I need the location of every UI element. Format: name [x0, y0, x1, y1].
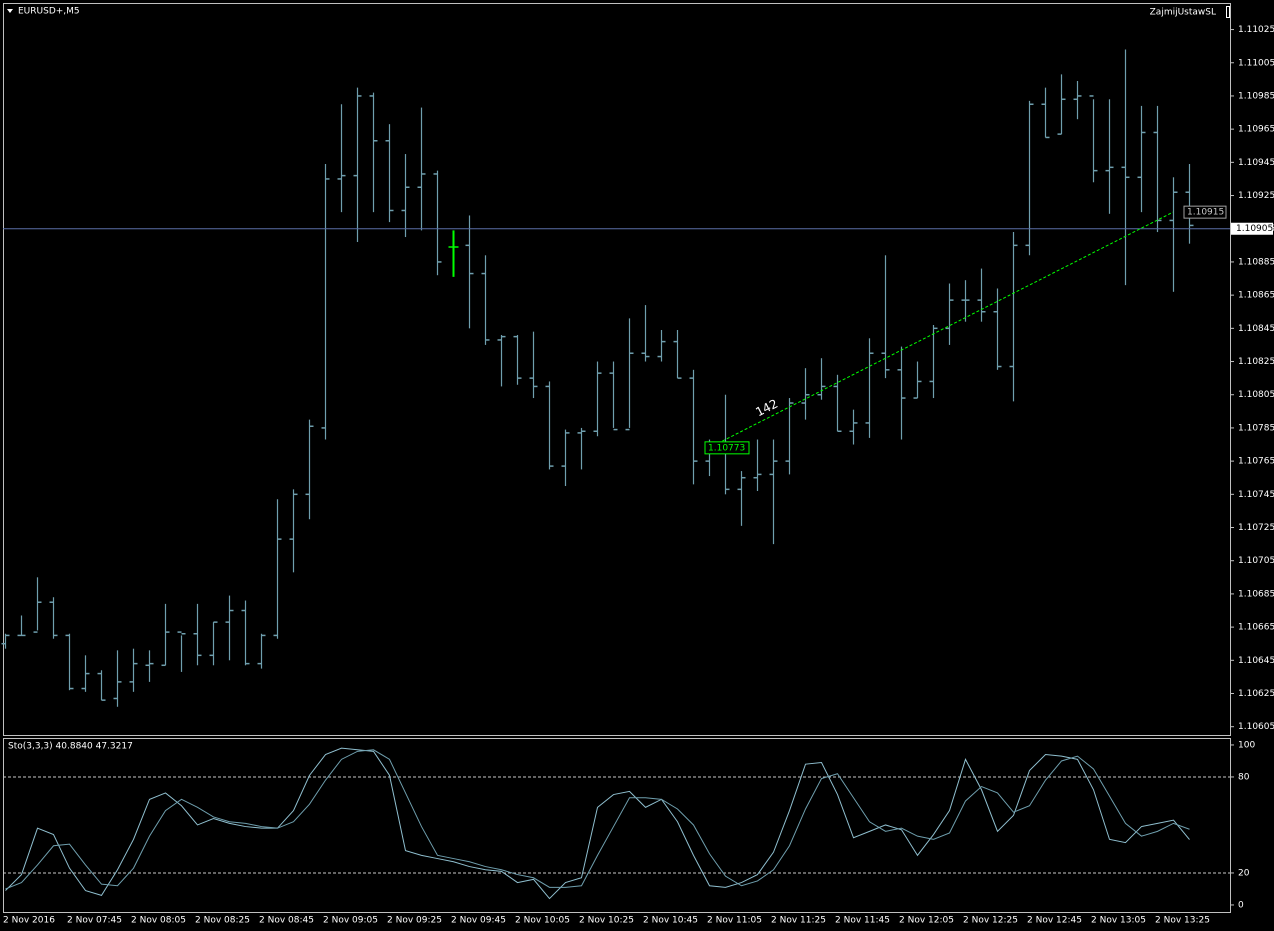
y-tick-label: 1.10685 — [1238, 589, 1274, 599]
y-tick-label: 1.10845 — [1238, 324, 1274, 334]
trend-end-label: 1.10915 — [1187, 208, 1224, 218]
y-tick-label: 1.10985 — [1238, 91, 1274, 101]
y-tick-label: 1.10945 — [1238, 158, 1274, 168]
y-tick-label: 1.10665 — [1238, 623, 1274, 633]
menu-arrow[interactable] — [7, 9, 13, 13]
x-tick-label: 2 Nov 08:45 — [259, 916, 314, 926]
x-tick-label: 2 Nov 11:05 — [707, 916, 762, 926]
y-tick-label: 100 — [1238, 740, 1255, 750]
trendline — [708, 211, 1174, 449]
x-tick-label: 2 Nov 11:45 — [835, 916, 890, 926]
stochastic-line — [5, 749, 1190, 890]
x-tick-label: 2 Nov 08:05 — [131, 916, 186, 926]
x-tick-label: 2 Nov 13:25 — [1155, 916, 1210, 926]
x-tick-label: 2 Nov 12:45 — [1027, 916, 1082, 926]
x-tick-label: 2 Nov 2016 — [3, 916, 55, 926]
y-tick-label: 80 — [1238, 772, 1250, 782]
main-window — [3, 3, 1231, 736]
y-tick-label: 20 — [1238, 868, 1250, 878]
x-tick-label: 2 Nov 09:05 — [323, 916, 378, 926]
indicator-window — [3, 738, 1231, 913]
expert-icon[interactable] — [1226, 6, 1230, 18]
x-tick-label: 2 Nov 12:25 — [963, 916, 1018, 926]
x-tick-label: 2 Nov 10:05 — [515, 916, 570, 926]
x-tick-label: 2 Nov 10:45 — [643, 916, 698, 926]
y-tick-label: 1.10865 — [1238, 291, 1274, 301]
x-tick-label: 2 Nov 11:25 — [771, 916, 826, 926]
y-tick-label: 1.10785 — [1238, 423, 1274, 433]
y-tick-label: 1.10745 — [1238, 490, 1274, 500]
y-tick-label: 1.11005 — [1238, 58, 1274, 68]
x-tick-label: 2 Nov 09:45 — [451, 916, 506, 926]
x-tick-label: 2 Nov 13:05 — [1091, 916, 1146, 926]
x-tick-label: 2 Nov 08:25 — [195, 916, 250, 926]
y-tick-label: 1.10885 — [1238, 257, 1274, 267]
y-tick-label: 0 — [1238, 900, 1244, 910]
y-tick-label: 1.10625 — [1238, 689, 1274, 699]
y-tick-label: 1.11025 — [1238, 25, 1274, 35]
y-tick-label: 1.10925 — [1238, 191, 1274, 201]
y-tick-label: 1.10825 — [1238, 357, 1274, 367]
y-tick-label: 1.10765 — [1238, 457, 1274, 467]
trend-start-label: 1.10773 — [708, 443, 745, 453]
y-tick-label: 1.10645 — [1238, 656, 1274, 666]
x-tick-label: 2 Nov 12:05 — [899, 916, 954, 926]
indicator-title: Sto(3,3,3) 40.8840 47.3217 — [8, 742, 133, 752]
y-tick-label: 1.10605 — [1238, 722, 1274, 732]
current-price-label: 1.10905 — [1236, 224, 1273, 234]
y-tick-label: 1.10725 — [1238, 523, 1274, 533]
y-tick-label: 1.10705 — [1238, 556, 1274, 566]
expert-name: ZajmijUstawSL — [1150, 8, 1216, 18]
x-tick-label: 2 Nov 09:25 — [387, 916, 442, 926]
y-tick-label: 1.10805 — [1238, 390, 1274, 400]
trend-end-box — [1183, 205, 1227, 219]
x-tick-label: 2 Nov 10:25 — [579, 916, 634, 926]
y-tick-label: 1.10965 — [1238, 125, 1274, 135]
current-price-box — [1231, 222, 1273, 235]
stochastic-line — [5, 747, 1190, 900]
x-tick-label: 2 Nov 07:45 — [67, 916, 122, 926]
trend-start-box — [704, 441, 750, 455]
chart-title: EURUSD+,M5 — [18, 7, 80, 17]
